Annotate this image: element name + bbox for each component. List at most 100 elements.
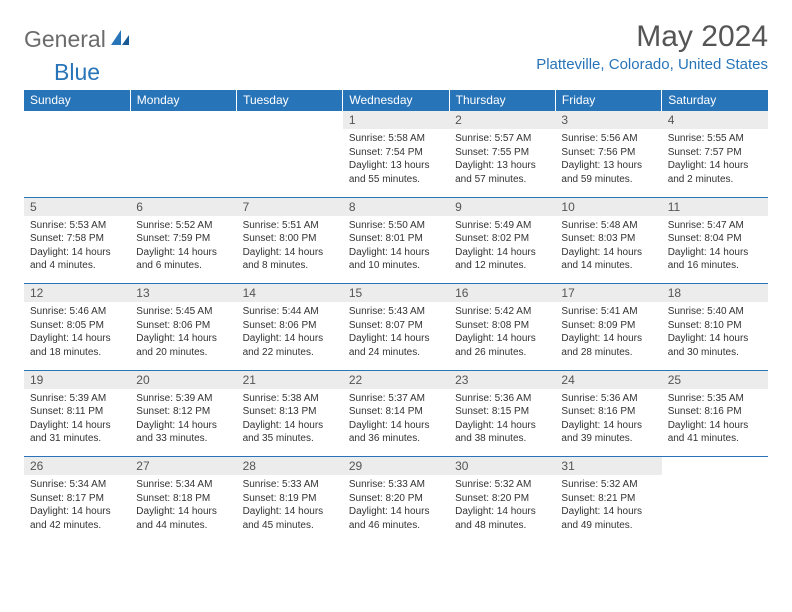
- sunrise-text: Sunrise: 5:46 AM: [30, 305, 124, 319]
- daylight-text: and 6 minutes.: [136, 259, 230, 273]
- day-number-cell: 23: [449, 370, 555, 389]
- weekday-header: Thursday: [449, 90, 555, 111]
- day-number-cell: 4: [662, 111, 768, 130]
- daylight-text: and 20 minutes.: [136, 346, 230, 360]
- daylight-text: Daylight: 14 hours: [243, 419, 337, 433]
- day-data-cell: Sunrise: 5:51 AMSunset: 8:00 PMDaylight:…: [237, 216, 343, 284]
- weekday-header: Friday: [555, 90, 661, 111]
- sunrise-text: Sunrise: 5:34 AM: [30, 478, 124, 492]
- sunrise-text: Sunrise: 5:36 AM: [561, 392, 655, 406]
- sunset-text: Sunset: 8:18 PM: [136, 492, 230, 506]
- day-data-cell: Sunrise: 5:44 AMSunset: 8:06 PMDaylight:…: [237, 302, 343, 370]
- day-data-cell: Sunrise: 5:42 AMSunset: 8:08 PMDaylight:…: [449, 302, 555, 370]
- daylight-text: and 22 minutes.: [243, 346, 337, 360]
- daylight-text: and 39 minutes.: [561, 432, 655, 446]
- daylight-text: Daylight: 14 hours: [561, 332, 655, 346]
- logo-text-general: General: [24, 26, 106, 53]
- day-data-cell: Sunrise: 5:33 AMSunset: 8:20 PMDaylight:…: [343, 475, 449, 543]
- day-number-cell: 12: [24, 284, 130, 303]
- day-data-cell: Sunrise: 5:40 AMSunset: 8:10 PMDaylight:…: [662, 302, 768, 370]
- day-data-cell: Sunrise: 5:57 AMSunset: 7:55 PMDaylight:…: [449, 129, 555, 197]
- sunset-text: Sunset: 8:02 PM: [455, 232, 549, 246]
- logo-text-blue: Blue: [54, 59, 100, 85]
- sunset-text: Sunset: 8:16 PM: [668, 405, 762, 419]
- sunrise-text: Sunrise: 5:33 AM: [349, 478, 443, 492]
- sunset-text: Sunset: 8:21 PM: [561, 492, 655, 506]
- sunrise-text: Sunrise: 5:53 AM: [30, 219, 124, 233]
- daylight-text: and 18 minutes.: [30, 346, 124, 360]
- sunset-text: Sunset: 8:20 PM: [455, 492, 549, 506]
- daylight-text: and 12 minutes.: [455, 259, 549, 273]
- day-number-cell: 21: [237, 370, 343, 389]
- sunrise-text: Sunrise: 5:49 AM: [455, 219, 549, 233]
- day-number-cell: 14: [237, 284, 343, 303]
- sunrise-text: Sunrise: 5:48 AM: [561, 219, 655, 233]
- day-number-cell: 7: [237, 197, 343, 216]
- sunset-text: Sunset: 7:56 PM: [561, 146, 655, 160]
- sunset-text: Sunset: 8:07 PM: [349, 319, 443, 333]
- daylight-text: and 44 minutes.: [136, 519, 230, 533]
- sunset-text: Sunset: 8:00 PM: [243, 232, 337, 246]
- day-number-cell: 17: [555, 284, 661, 303]
- day-number-cell: 24: [555, 370, 661, 389]
- daylight-text: and 49 minutes.: [561, 519, 655, 533]
- day-number-cell: 16: [449, 284, 555, 303]
- day-data-cell: Sunrise: 5:58 AMSunset: 7:54 PMDaylight:…: [343, 129, 449, 197]
- sunset-text: Sunset: 8:17 PM: [30, 492, 124, 506]
- day-data-cell: Sunrise: 5:36 AMSunset: 8:16 PMDaylight:…: [555, 389, 661, 457]
- daylight-text: Daylight: 13 hours: [349, 159, 443, 173]
- day-number-row: 1234: [24, 111, 768, 130]
- sunrise-text: Sunrise: 5:40 AM: [668, 305, 762, 319]
- daylight-text: Daylight: 14 hours: [349, 419, 443, 433]
- daylight-text: Daylight: 14 hours: [30, 332, 124, 346]
- day-data-cell: Sunrise: 5:36 AMSunset: 8:15 PMDaylight:…: [449, 389, 555, 457]
- sunrise-text: Sunrise: 5:57 AM: [455, 132, 549, 146]
- daylight-text: and 48 minutes.: [455, 519, 549, 533]
- daylight-text: and 41 minutes.: [668, 432, 762, 446]
- daylight-text: and 30 minutes.: [668, 346, 762, 360]
- daylight-text: Daylight: 13 hours: [561, 159, 655, 173]
- sunset-text: Sunset: 8:08 PM: [455, 319, 549, 333]
- daylight-text: Daylight: 14 hours: [561, 246, 655, 260]
- sunrise-text: Sunrise: 5:45 AM: [136, 305, 230, 319]
- sunrise-text: Sunrise: 5:36 AM: [455, 392, 549, 406]
- daylight-text: Daylight: 14 hours: [243, 246, 337, 260]
- day-number-cell: 25: [662, 370, 768, 389]
- daylight-text: Daylight: 14 hours: [136, 505, 230, 519]
- day-data-cell: Sunrise: 5:55 AMSunset: 7:57 PMDaylight:…: [662, 129, 768, 197]
- sunset-text: Sunset: 8:14 PM: [349, 405, 443, 419]
- daylight-text: Daylight: 14 hours: [668, 246, 762, 260]
- daylight-text: and 42 minutes.: [30, 519, 124, 533]
- day-data-cell: Sunrise: 5:32 AMSunset: 8:21 PMDaylight:…: [555, 475, 661, 543]
- daylight-text: Daylight: 14 hours: [30, 419, 124, 433]
- daylight-text: and 59 minutes.: [561, 173, 655, 187]
- sunset-text: Sunset: 7:54 PM: [349, 146, 443, 160]
- daylight-text: Daylight: 14 hours: [243, 332, 337, 346]
- sunset-text: Sunset: 8:19 PM: [243, 492, 337, 506]
- daylight-text: and 8 minutes.: [243, 259, 337, 273]
- sunset-text: Sunset: 8:06 PM: [136, 319, 230, 333]
- sunset-text: Sunset: 8:16 PM: [561, 405, 655, 419]
- sunrise-text: Sunrise: 5:38 AM: [243, 392, 337, 406]
- day-data-cell: Sunrise: 5:39 AMSunset: 8:11 PMDaylight:…: [24, 389, 130, 457]
- day-number-cell: 11: [662, 197, 768, 216]
- sunset-text: Sunset: 8:05 PM: [30, 319, 124, 333]
- sunrise-text: Sunrise: 5:58 AM: [349, 132, 443, 146]
- daylight-text: Daylight: 14 hours: [668, 159, 762, 173]
- day-number-cell: 28: [237, 457, 343, 476]
- day-data-row: Sunrise: 5:34 AMSunset: 8:17 PM Daylight:…: [24, 475, 768, 543]
- daylight-text: and 33 minutes.: [136, 432, 230, 446]
- daylight-text: Daylight: 14 hours: [561, 419, 655, 433]
- daylight-text: and 55 minutes.: [349, 173, 443, 187]
- month-title: May 2024: [536, 20, 768, 54]
- sunset-text: Sunset: 7:59 PM: [136, 232, 230, 246]
- day-data-cell: Sunrise: 5:52 AMSunset: 7:59 PMDaylight:…: [130, 216, 236, 284]
- day-data-row: Sunrise: 5:46 AMSunset: 8:05 PMDaylight:…: [24, 302, 768, 370]
- day-number-cell: [237, 111, 343, 130]
- weekday-header: Tuesday: [237, 90, 343, 111]
- weekday-header: Monday: [130, 90, 236, 111]
- day-data-cell: [24, 129, 130, 197]
- sunrise-text: Sunrise: 5:51 AM: [243, 219, 337, 233]
- sunrise-text: Sunrise: 5:32 AM: [455, 478, 549, 492]
- sunset-text: Sunset: 8:12 PM: [136, 405, 230, 419]
